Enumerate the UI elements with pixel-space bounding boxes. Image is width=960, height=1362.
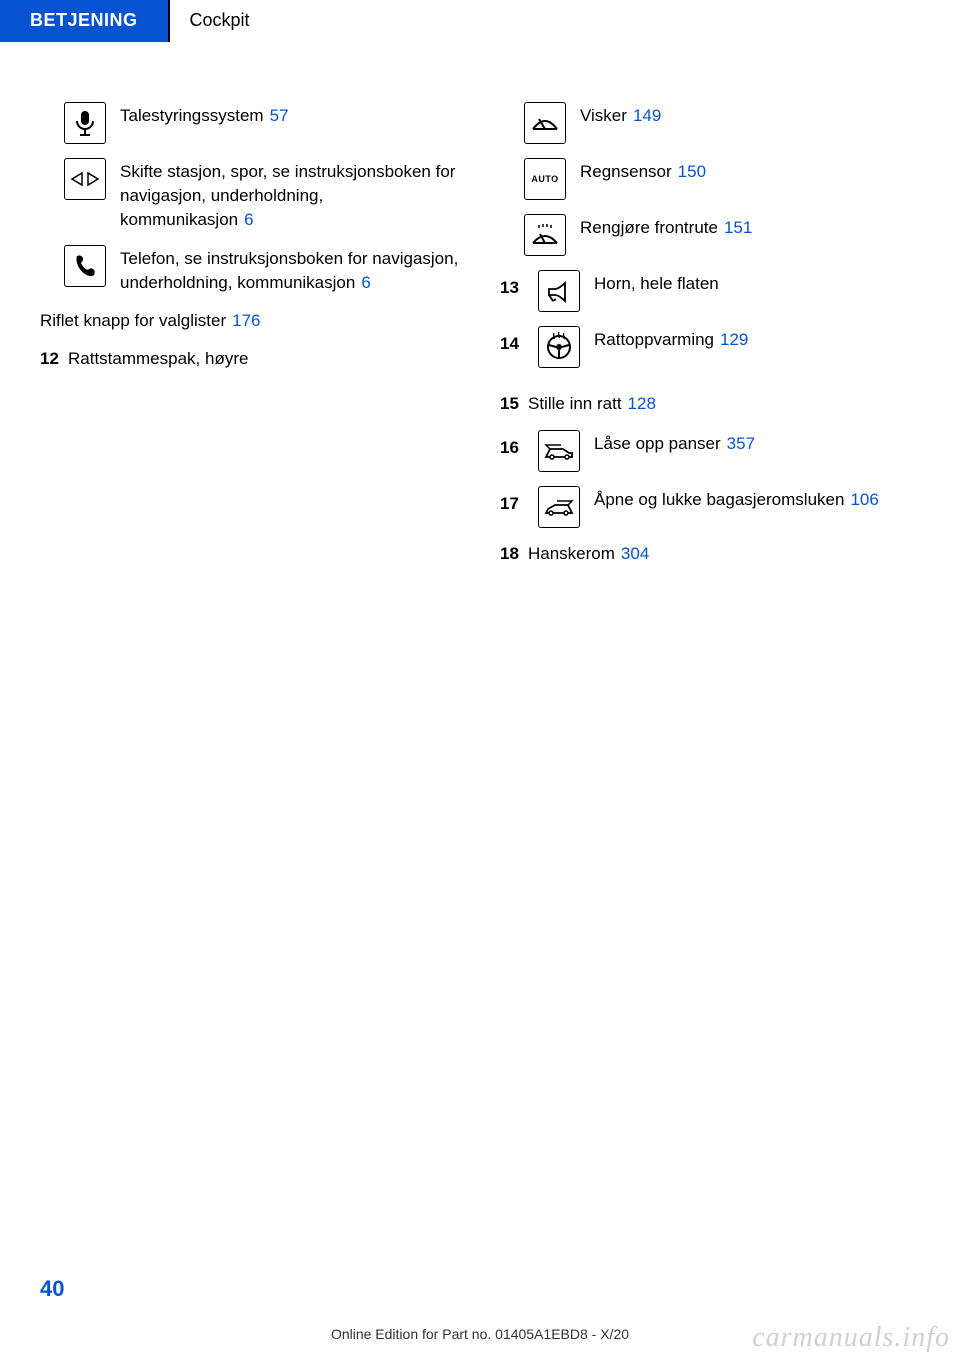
entry-text: Telefon, se instruksjonsboken for naviga… [120,245,460,295]
entry-text: Stille inn ratt 128 [528,392,920,416]
entry-phone: Telefon, se instruksjonsboken for naviga… [64,245,460,295]
entry-text: Låse opp panser 357 [594,430,920,456]
page-ref[interactable]: 57 [270,106,289,125]
page-ref[interactable]: 150 [678,162,706,181]
entry-16: 16 Låse opp panser 357 [500,430,920,472]
text-label: Skifte stasjon, spor, se instruksjonsbok… [120,162,455,229]
page-ref[interactable]: 357 [727,434,755,453]
phone-icon [64,245,106,287]
page-ref[interactable]: 6 [361,273,370,292]
horn-icon [538,270,580,312]
page-ref[interactable]: 149 [633,106,661,125]
subsection-label: Cockpit [170,0,270,42]
entry-text: Rattoppvarming 129 [594,326,920,352]
left-column: Talestyringssystem 57 Skifte stasjon, spo… [40,102,460,580]
item-number: 17 [500,486,524,514]
item-number: 12 [40,347,64,371]
entry-station: Skifte stasjon, spor, se instruksjonsbok… [64,158,460,231]
entry-knurled-button: Riflet knapp for valglister 176 [40,309,460,333]
section-label: BETJENING [0,0,168,42]
page-ref[interactable]: 304 [621,544,649,563]
page-header: BETJENING Cockpit [0,0,960,42]
page-ref[interactable]: 176 [232,311,260,330]
entry-text: Regnsensor 150 [580,158,920,184]
entry-12: 12 Rattstammespak, høyre [40,347,460,371]
item-number: 15 [500,392,524,416]
entry-17: 17 Åpne og lukke bagasjeromsluken 106 [500,486,920,528]
entry-wiper: Visker 149 [524,102,920,144]
text-label: Åpne og lukke bagasjeromsluken [594,490,844,509]
text-label: Riflet knapp for valglister [40,311,226,330]
entry-text: Visker 149 [580,102,920,128]
prev-next-icon [64,158,106,200]
page-ref[interactable]: 129 [720,330,748,349]
trunk-icon [538,486,580,528]
item-number: 14 [500,326,524,354]
text-label: Låse opp panser [594,434,721,453]
text-label: Rattstammespak, høyre [68,347,460,371]
entry-13: 13 Horn, hele flaten [500,270,920,312]
page-ref[interactable]: 106 [850,490,878,509]
entry-rain-sensor: AUTO Regnsensor 150 [524,158,920,200]
page-ref[interactable]: 151 [724,218,752,237]
watermark: carmanuals.info [752,1322,950,1354]
entry-text: Talestyringssystem 57 [120,102,460,128]
entry-text: Horn, hele flaten [594,270,920,296]
auto-icon: AUTO [524,158,566,200]
entry-voice-control: Talestyringssystem 57 [64,102,460,144]
text-label: Rengjøre frontrute [580,218,718,237]
entry-text: Skifte stasjon, spor, se instruksjonsbok… [120,158,460,231]
content-columns: Talestyringssystem 57 Skifte stasjon, spo… [0,42,960,580]
entry-text: Rengjøre frontrute 151 [580,214,920,240]
text-label: Visker [580,106,627,125]
text-label: Stille inn ratt [528,394,622,413]
item-number: 16 [500,430,524,458]
text-label: Talestyringssystem [120,106,264,125]
page-ref[interactable]: 6 [244,210,253,229]
entry-18: 18 Hanskerom 304 [500,542,920,566]
text-label: Rattoppvarming [594,330,714,349]
washer-icon [524,214,566,256]
text-label: Telefon, se instruksjonsboken for naviga… [120,249,458,292]
entry-14: 14 Rattoppvarming 129 [500,326,920,368]
item-number: 18 [500,542,524,566]
entry-text: Åpne og lukke bagasjeromsluken 106 [594,486,920,512]
steering-heat-icon [538,326,580,368]
hood-icon [538,430,580,472]
text-label: Regnsensor [580,162,672,181]
text-label: Hanskerom [528,544,615,563]
item-number: 13 [500,270,524,298]
wiper-icon [524,102,566,144]
entry-15: 15 Stille inn ratt 128 [500,382,920,416]
right-column: Visker 149 AUTO Regnsensor 150 Rengjøre fr… [500,102,920,580]
page-ref[interactable]: 128 [628,394,656,413]
entry-washer: Rengjøre frontrute 151 [524,214,920,256]
page-number: 40 [40,1276,64,1302]
microphone-icon [64,102,106,144]
text-label: Horn, hele flaten [594,274,719,293]
entry-text: Hanskerom 304 [528,542,920,566]
